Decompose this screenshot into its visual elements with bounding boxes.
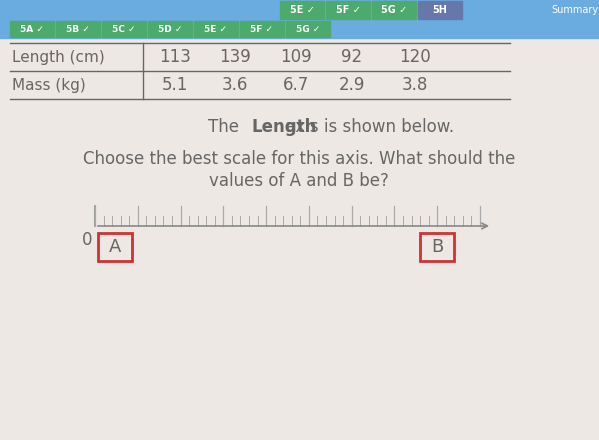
Text: 109: 109 — [280, 48, 312, 66]
Bar — [326, 1, 370, 19]
Bar — [102, 21, 146, 37]
Text: 5E ✓: 5E ✓ — [289, 5, 314, 15]
Text: B: B — [431, 238, 443, 256]
Text: Summary: Summary — [552, 5, 598, 15]
FancyBboxPatch shape — [420, 233, 454, 261]
Bar — [0, 0, 599, 20]
Bar — [280, 1, 324, 19]
Text: 2.9: 2.9 — [339, 76, 365, 94]
Bar — [286, 21, 330, 37]
Text: The: The — [208, 118, 244, 136]
Bar — [240, 21, 284, 37]
Text: 3.8: 3.8 — [402, 76, 428, 94]
FancyBboxPatch shape — [98, 233, 132, 261]
Bar — [372, 1, 416, 19]
Bar — [56, 21, 100, 37]
Text: 5A ✓: 5A ✓ — [20, 25, 44, 33]
Text: The ​Length​ axis is shown below.: The ​Length​ axis is shown below. — [0, 439, 1, 440]
Text: 5F ✓: 5F ✓ — [335, 5, 361, 15]
Bar — [194, 21, 238, 37]
Text: 92: 92 — [341, 48, 362, 66]
Text: 139: 139 — [219, 48, 251, 66]
Text: 5E ✓: 5E ✓ — [204, 25, 228, 33]
Text: 5D ✓: 5D ✓ — [158, 25, 182, 33]
Text: A: A — [109, 238, 121, 256]
Text: 5.1: 5.1 — [162, 76, 188, 94]
Text: Length: Length — [252, 118, 317, 136]
Bar — [0, 20, 599, 38]
Bar — [148, 21, 192, 37]
Text: Length (cm): Length (cm) — [12, 50, 105, 65]
Bar — [418, 1, 462, 19]
Text: axis is shown below.: axis is shown below. — [280, 118, 454, 136]
Text: 5G ✓: 5G ✓ — [296, 25, 320, 33]
Text: 120: 120 — [399, 48, 431, 66]
Text: 5F ✓: 5F ✓ — [250, 25, 274, 33]
Text: Choose the best scale for this axis. What should the: Choose the best scale for this axis. Wha… — [83, 150, 515, 168]
Text: Mass (kg): Mass (kg) — [12, 77, 86, 92]
Text: 3.6: 3.6 — [222, 76, 248, 94]
Text: values of A and B be?: values of A and B be? — [209, 172, 389, 190]
Text: 113: 113 — [159, 48, 191, 66]
Text: 5H: 5H — [432, 5, 447, 15]
Text: 5B ✓: 5B ✓ — [66, 25, 90, 33]
Text: 5G ✓: 5G ✓ — [381, 5, 407, 15]
Text: 6.7: 6.7 — [283, 76, 309, 94]
Bar — [10, 21, 54, 37]
Text: 0: 0 — [81, 231, 92, 249]
Text: 5C ✓: 5C ✓ — [112, 25, 136, 33]
